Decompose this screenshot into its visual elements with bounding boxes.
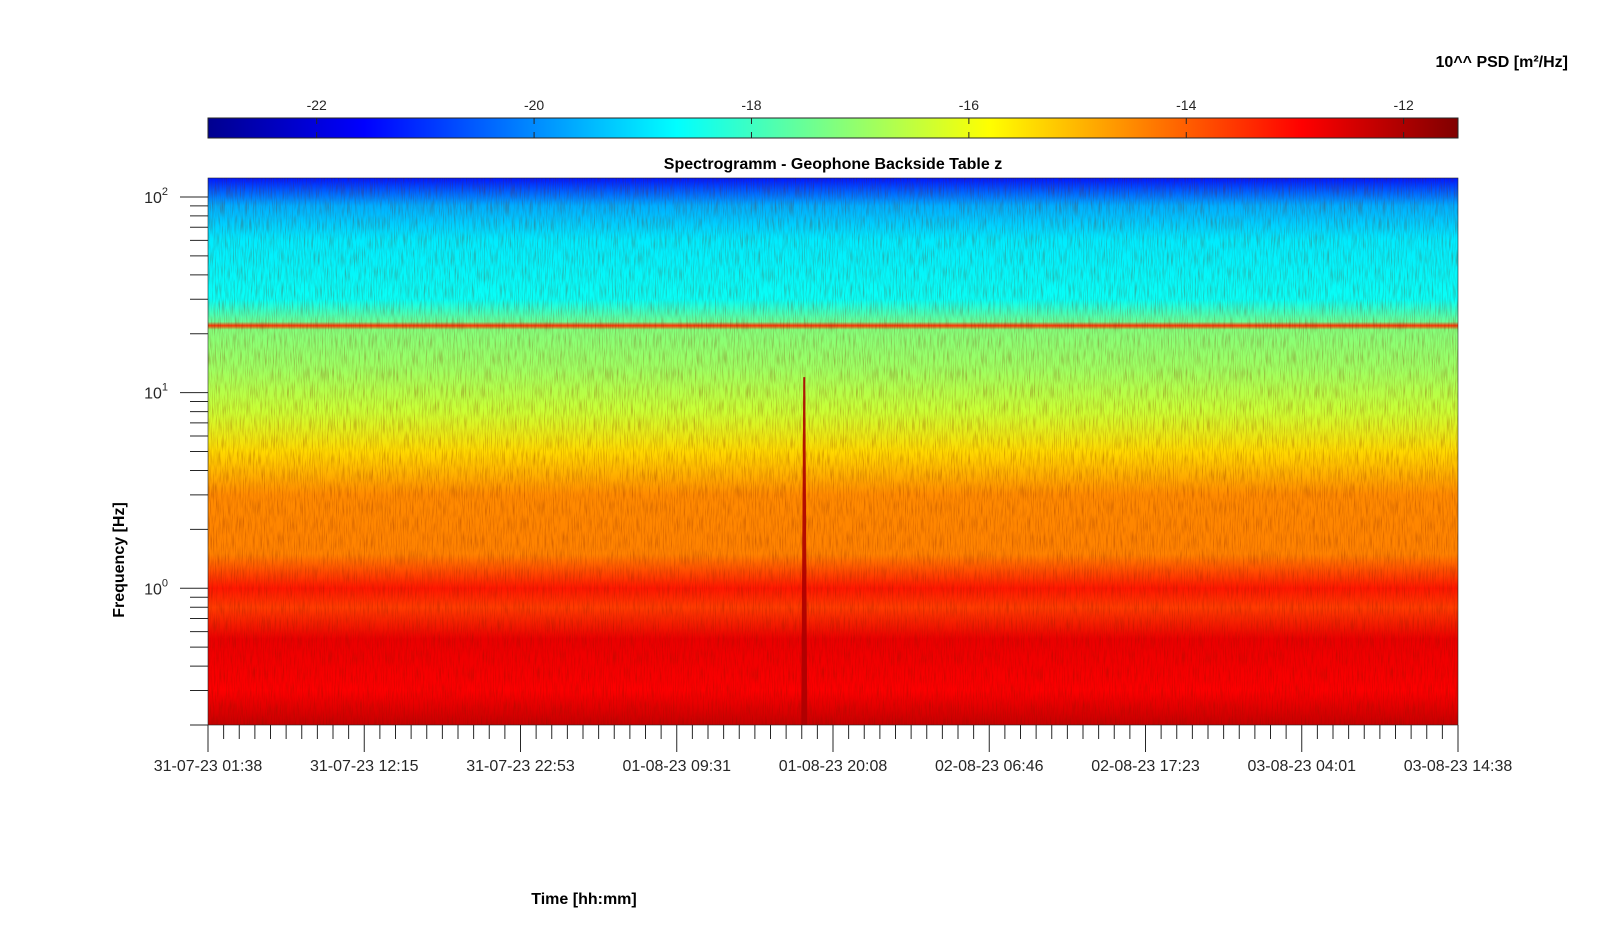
y-tick-base: 10 — [144, 190, 162, 207]
colorbar-tick-label-0: -22 — [307, 97, 327, 113]
colorbar-tick-label-3: -16 — [959, 97, 979, 113]
y-tick-base: 10 — [144, 386, 162, 403]
x-tick-label-7: 03-08-23 04:01 — [1247, 758, 1356, 775]
heatmap-noise — [208, 178, 1458, 725]
colorbar-tick-label-5: -12 — [1394, 97, 1414, 113]
y-tick-label-1: 101 — [144, 382, 168, 403]
colorbar-ticks: -22 -20 -18 -16 -14 -12 — [307, 97, 1414, 138]
y-tick-exponent: 2 — [162, 186, 168, 198]
heatmap-events — [801, 377, 808, 725]
y-tick-base: 10 — [144, 581, 162, 598]
x-tick-label-8: 03-08-23 14:38 — [1404, 758, 1513, 775]
y-tick-exponent: 1 — [162, 382, 168, 394]
plot-area — [208, 178, 1458, 725]
chart-title: Spectrogramm - Geophone Backside Table z — [664, 156, 1002, 173]
colorbar: -22 -20 -18 -16 -14 -12 10^^ PSD [m²/Hz] — [207, 54, 1568, 139]
heatmap-texture — [208, 178, 1458, 725]
colorbar-tick-label-2: -18 — [741, 97, 761, 113]
colorbar-tick-label-1: -20 — [524, 97, 544, 113]
colorbar-gradient — [207, 117, 1459, 139]
y-tick-exponent: 0 — [162, 577, 168, 589]
x-tick-label-3: 01-08-23 09:31 — [622, 758, 731, 775]
y-tick-label-0: 100 — [144, 577, 168, 598]
x-tick-label-6: 02-08-23 17:23 — [1091, 758, 1200, 775]
y-tick-label-2: 102 — [144, 186, 168, 207]
x-tick-label-4: 01-08-23 20:08 — [779, 758, 888, 775]
colorbar-tick-label-4: -14 — [1176, 97, 1196, 113]
event-burst-0 — [801, 377, 808, 725]
x-tick-label-0: 31-07-23 01:38 — [154, 758, 263, 775]
x-axis: 31-07-23 01:38 31-07-23 12:15 31-07-23 22:… — [154, 725, 1513, 775]
x-tick-label-5: 02-08-23 06:46 — [935, 758, 1044, 775]
x-tick-label-1: 31-07-23 12:15 — [310, 758, 419, 775]
plot-frame — [207, 177, 1459, 726]
x-tick-label-2: 31-07-23 22:53 — [466, 758, 575, 775]
y-axis-label: Frequency [Hz] — [111, 502, 128, 618]
x-axis-label: Time [hh:mm] — [531, 891, 636, 908]
colorbar-label: 10^^ PSD [m²/Hz] — [1436, 54, 1568, 71]
